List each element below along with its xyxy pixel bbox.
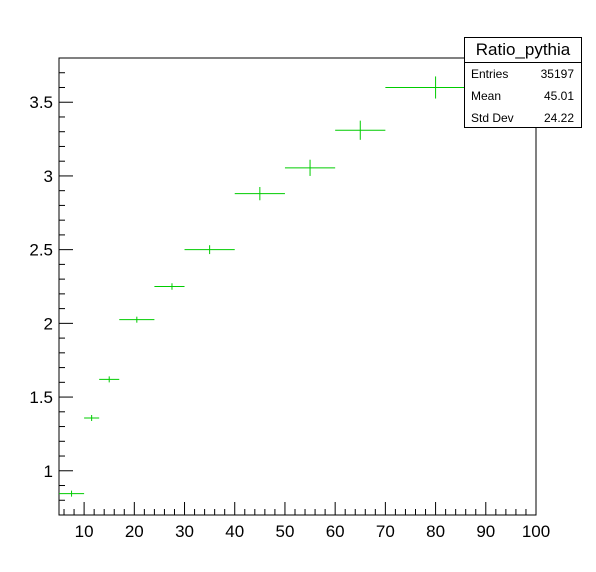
y-tick-label: 1.5 bbox=[29, 388, 53, 407]
stats-value: 35197 bbox=[540, 67, 574, 81]
stats-label: Std Dev bbox=[471, 111, 514, 125]
x-tick-label: 70 bbox=[376, 522, 395, 541]
data-point bbox=[184, 245, 235, 255]
x-tick-label: 90 bbox=[476, 522, 495, 541]
stats-box: Ratio_pythia Entries 35197 Mean 45.01 St… bbox=[464, 37, 582, 128]
stats-row-stddev: Std Dev 24.22 bbox=[465, 107, 581, 129]
x-tick-label: 50 bbox=[275, 522, 294, 541]
data-point bbox=[84, 414, 100, 421]
x-tick-label: 100 bbox=[522, 522, 550, 541]
data-point bbox=[234, 186, 285, 201]
data-point bbox=[284, 159, 336, 176]
stats-label: Mean bbox=[471, 89, 502, 103]
plot-frame bbox=[58, 57, 537, 516]
x-tick-label: 20 bbox=[125, 522, 144, 541]
stats-value: 24.22 bbox=[543, 111, 574, 125]
data-point bbox=[119, 316, 155, 323]
data-point bbox=[335, 120, 386, 140]
data-series bbox=[59, 76, 486, 497]
y-tick-label: 3 bbox=[44, 167, 53, 186]
x-tick-label: 10 bbox=[75, 522, 94, 541]
data-point bbox=[99, 376, 120, 383]
stats-title: Ratio_pythia bbox=[465, 38, 581, 63]
y-tick-label: 2 bbox=[44, 314, 53, 333]
x-tick-label: 30 bbox=[175, 522, 194, 541]
data-point bbox=[154, 283, 185, 290]
y-tick-label: 2.5 bbox=[29, 241, 53, 260]
y-axis: 1 1.5 2 2.5 3 3.5 bbox=[29, 57, 73, 516]
x-tick-label: 40 bbox=[225, 522, 244, 541]
y-tick-label: 1 bbox=[44, 462, 53, 481]
x-tick-label: 60 bbox=[326, 522, 345, 541]
stats-row-mean: Mean 45.01 bbox=[465, 85, 581, 107]
stats-label: Entries bbox=[471, 67, 509, 81]
x-axis: 10 20 30 40 50 60 70 80 90 100 bbox=[63, 502, 550, 541]
stats-row-entries: Entries 35197 bbox=[465, 63, 581, 85]
x-tick-label: 80 bbox=[426, 522, 445, 541]
stats-value: 45.01 bbox=[543, 89, 574, 103]
y-tick-label: 3.5 bbox=[29, 93, 53, 112]
data-point bbox=[59, 490, 85, 497]
